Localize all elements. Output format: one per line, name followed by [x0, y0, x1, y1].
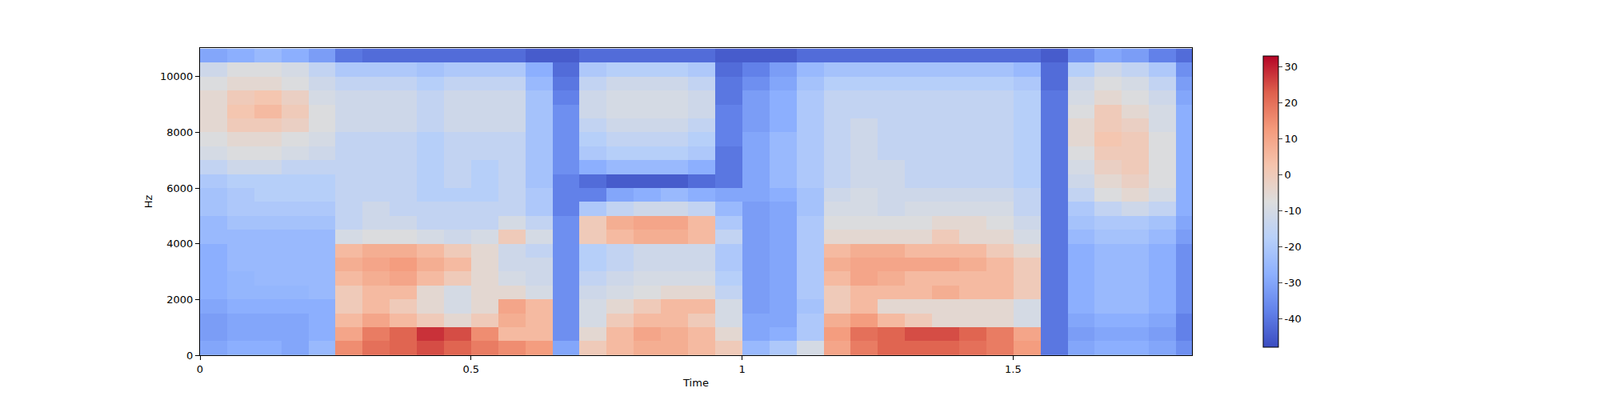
svg-text:-30: -30	[1284, 276, 1302, 289]
svg-text:Hz: Hz	[142, 195, 155, 209]
svg-text:0.5: 0.5	[462, 363, 480, 376]
svg-text:10: 10	[1284, 132, 1299, 145]
svg-text:-40: -40	[1284, 312, 1302, 325]
svg-text:10000: 10000	[160, 70, 193, 83]
svg-text:8000: 8000	[166, 126, 193, 139]
svg-text:6000: 6000	[166, 182, 193, 195]
svg-text:0: 0	[1284, 168, 1292, 181]
svg-text:-20: -20	[1284, 240, 1302, 253]
svg-text:30: 30	[1284, 60, 1299, 73]
svg-text:1: 1	[738, 363, 745, 376]
svg-text:2000: 2000	[166, 293, 193, 306]
svg-text:0: 0	[186, 349, 193, 362]
svg-text:0: 0	[196, 363, 204, 376]
svg-text:-10: -10	[1284, 204, 1302, 217]
svg-text:4000: 4000	[166, 237, 193, 250]
svg-text:20: 20	[1284, 96, 1299, 109]
svg-text:Time: Time	[682, 376, 709, 389]
svg-text:1.5: 1.5	[1004, 363, 1022, 376]
